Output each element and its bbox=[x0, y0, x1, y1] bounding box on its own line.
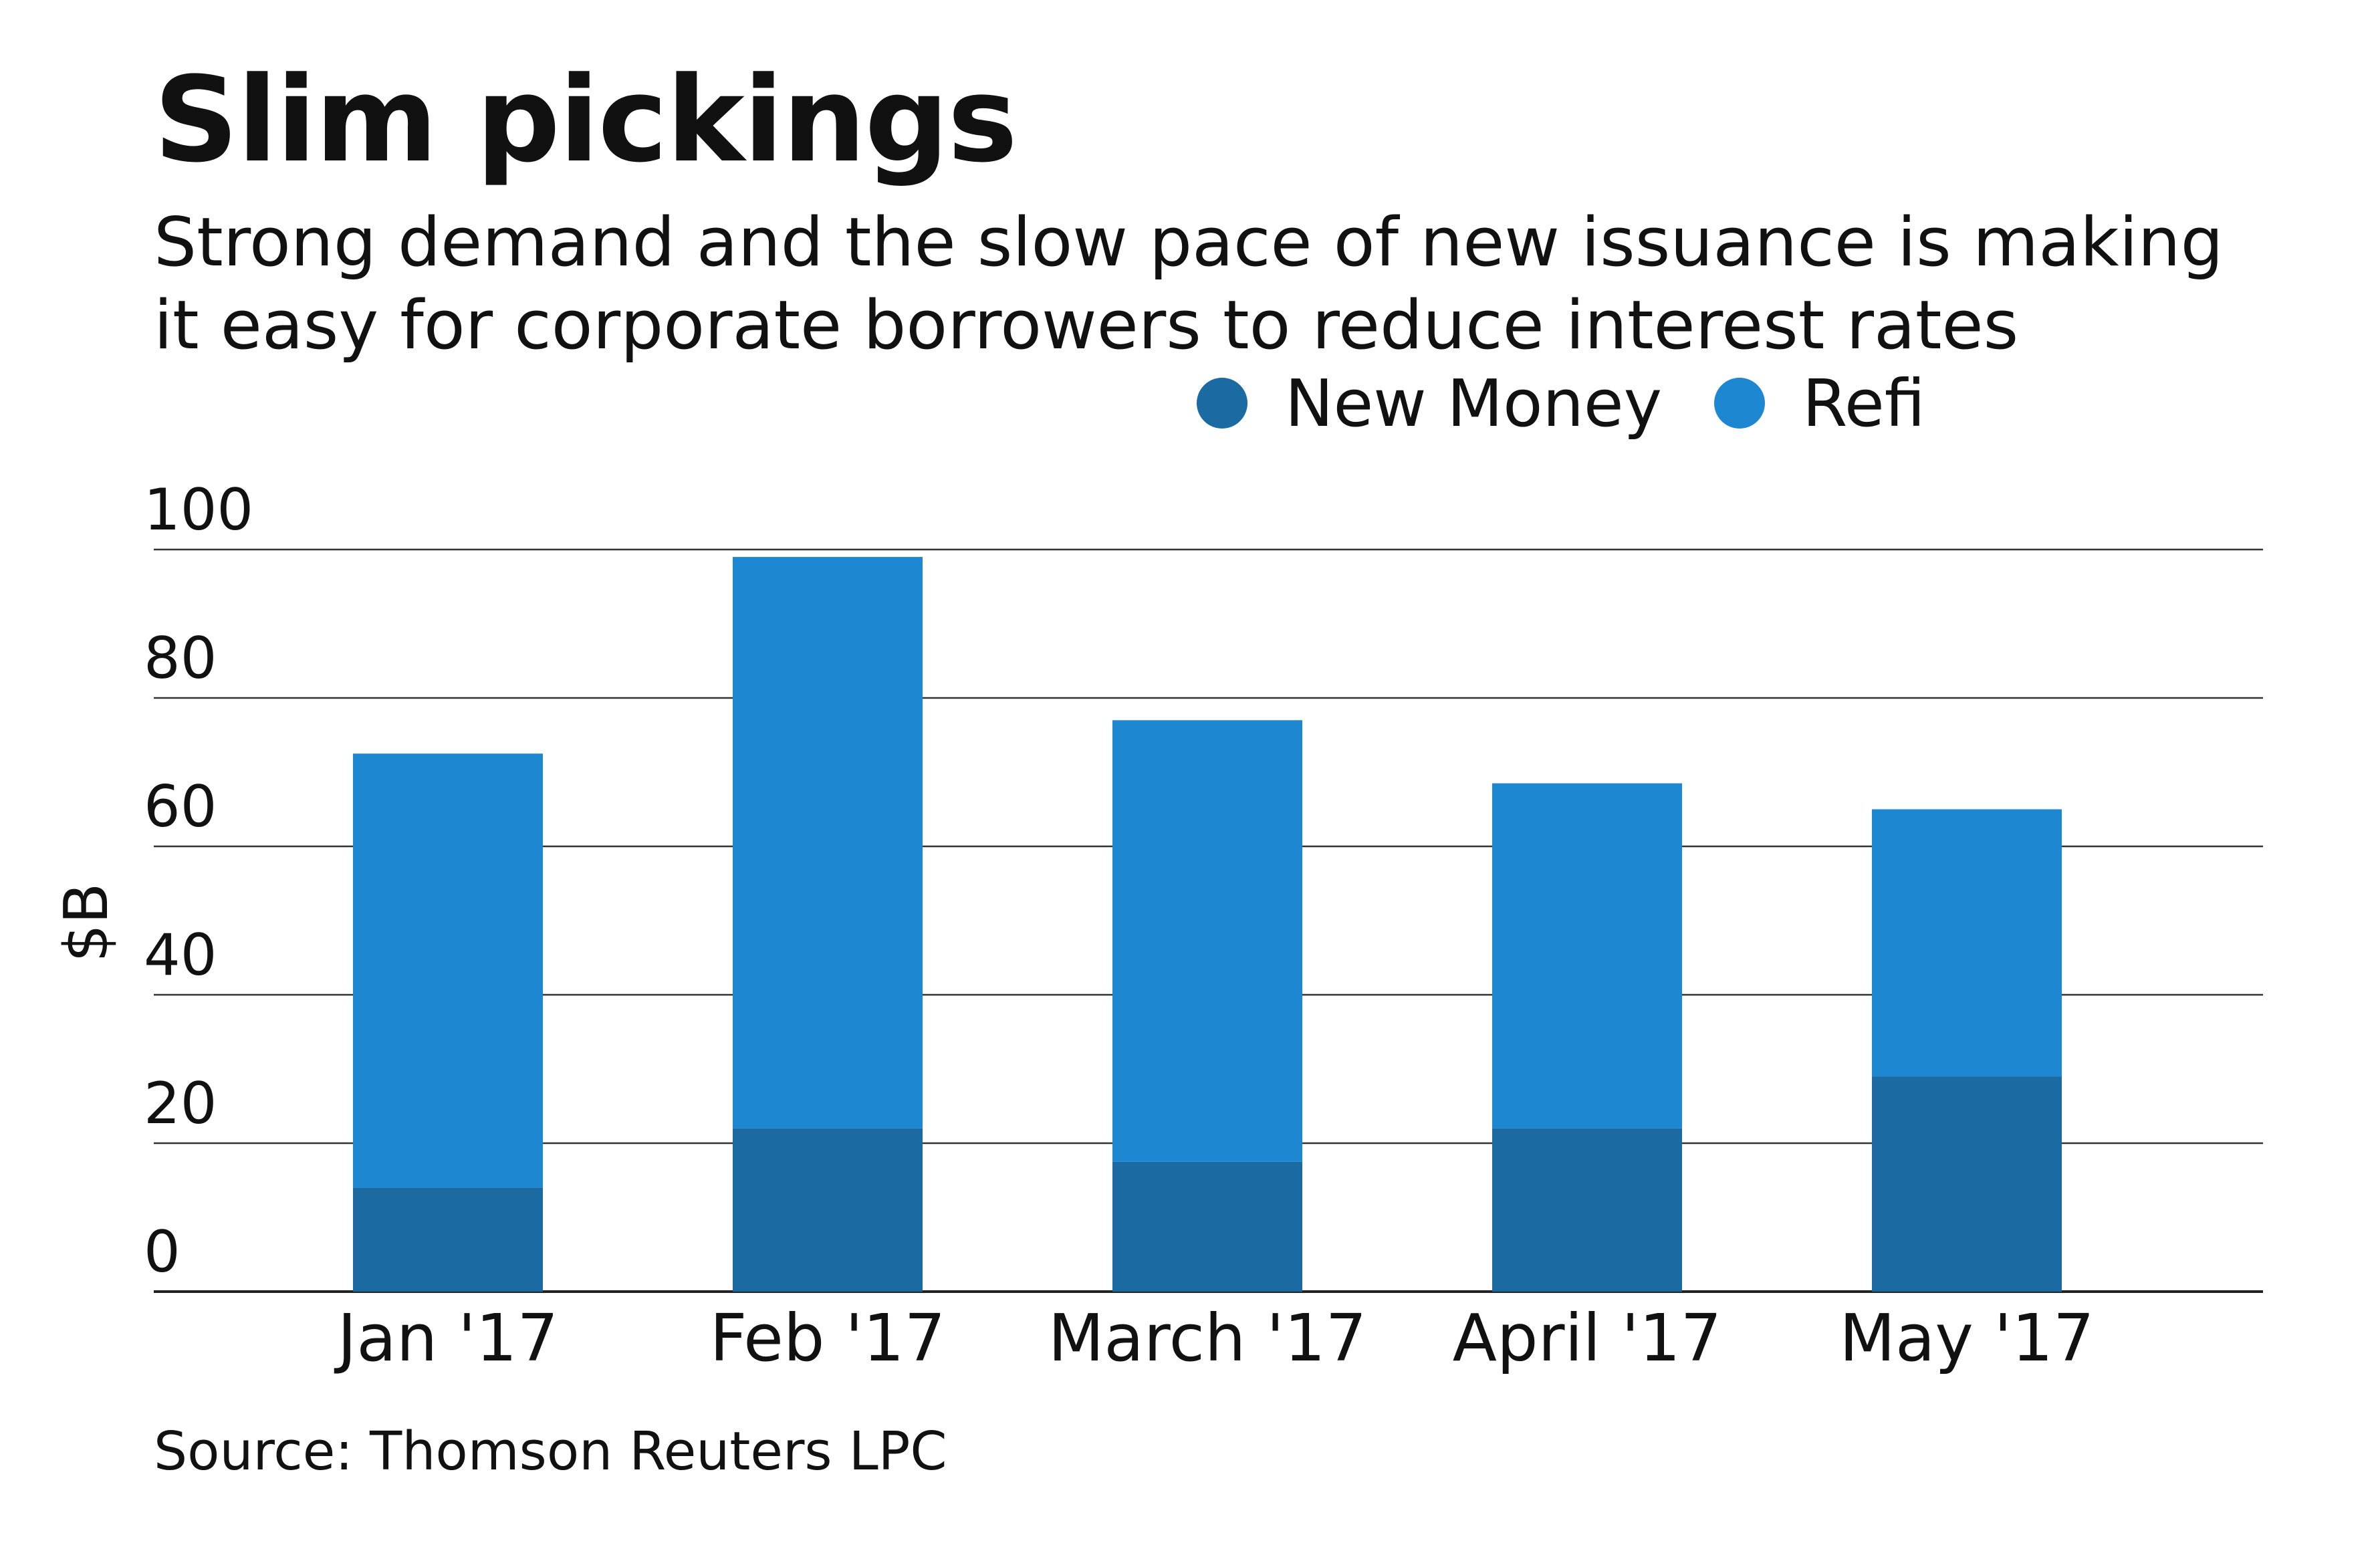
y-tick-label-100: 100 bbox=[144, 477, 253, 544]
y-tick-label-20: 20 bbox=[144, 1070, 217, 1137]
bar-refi-0 bbox=[353, 753, 543, 1188]
x-tick-label-0: Jan '17 bbox=[334, 1300, 558, 1376]
bar-new-money-0 bbox=[353, 1187, 543, 1292]
legend-label-new-money: New Money bbox=[1285, 365, 1663, 441]
bar-new-money-2 bbox=[1112, 1161, 1302, 1292]
legend-swatch-refi bbox=[1714, 378, 1765, 429]
subtitle-line-2: it easy for corporate borrowers to reduc… bbox=[154, 285, 2019, 364]
legend-item-refi: Refi bbox=[1714, 366, 1925, 441]
chart-subtitle: Strong demand and the slow pace of new i… bbox=[154, 201, 2293, 366]
subtitle-line-1: Strong demand and the slow pace of new i… bbox=[154, 203, 2224, 281]
legend-swatch-new-money bbox=[1197, 378, 1247, 429]
bar-refi-4 bbox=[1872, 809, 2062, 1077]
y-tick-label-60: 60 bbox=[144, 773, 217, 840]
bar-refi-3 bbox=[1492, 783, 1682, 1128]
bar-refi-2 bbox=[1112, 720, 1302, 1162]
y-axis-label: $B bbox=[51, 882, 122, 962]
x-tick-label-1: Feb '17 bbox=[710, 1300, 946, 1376]
x-tick-label-4: May '17 bbox=[1839, 1300, 2094, 1376]
legend-label-refi: Refi bbox=[1802, 365, 1925, 441]
bar-new-money-1 bbox=[733, 1128, 923, 1292]
x-tick-label-2: March '17 bbox=[1048, 1300, 1367, 1376]
bar-new-money-4 bbox=[1872, 1076, 2062, 1292]
legend-item-new-money: New Money bbox=[1197, 366, 1662, 441]
y-tick-label-80: 80 bbox=[144, 625, 217, 692]
y-tick-label-0: 0 bbox=[144, 1219, 181, 1286]
x-tick-label-3: April '17 bbox=[1453, 1300, 1722, 1376]
bar-refi-1 bbox=[733, 557, 923, 1128]
chart-title: Slim pickings bbox=[154, 51, 1018, 189]
bar-new-money-3 bbox=[1492, 1128, 1682, 1292]
source-note: Source: Thomson Reuters LPC bbox=[154, 1421, 947, 1482]
y-tick-label-40: 40 bbox=[144, 922, 217, 989]
